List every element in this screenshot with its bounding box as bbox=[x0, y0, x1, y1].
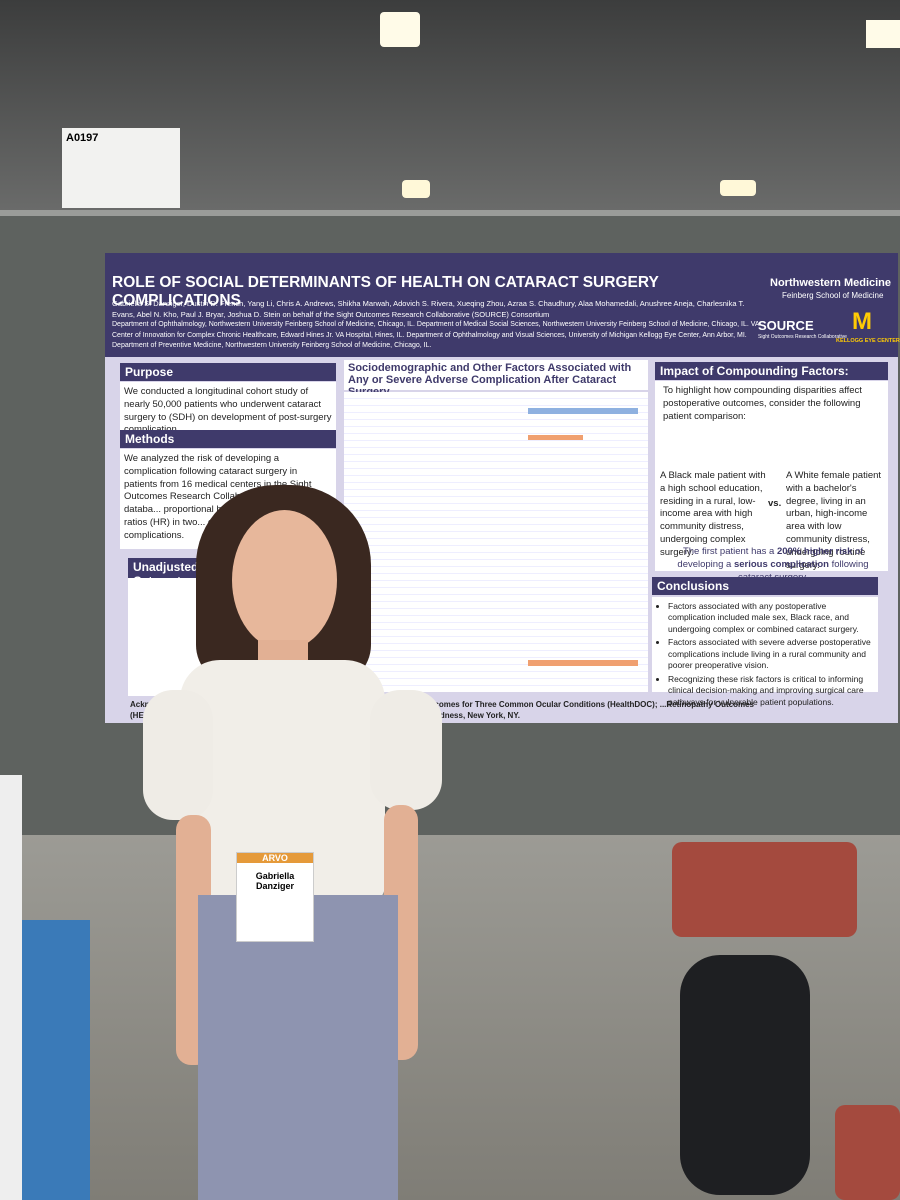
chair-seat bbox=[672, 842, 857, 937]
pants bbox=[198, 895, 398, 1200]
section-heading: Methods bbox=[120, 430, 336, 448]
section-box: To highlight how compounding disparities… bbox=[655, 381, 888, 571]
affiliations: Department of Ophthalmology, Northwester… bbox=[112, 321, 760, 349]
section-heading: Impact of Compounding Factors: bbox=[655, 362, 888, 380]
bag bbox=[20, 920, 90, 1200]
logo: Sight Outcomes Research Collaborative bbox=[758, 334, 847, 340]
section-text: To highlight how compounding disparities… bbox=[663, 385, 862, 422]
logo: M bbox=[852, 308, 872, 335]
authors: Gabriella S. Danziger, Dustin D. French,… bbox=[112, 299, 745, 320]
face bbox=[232, 510, 337, 650]
bullet: Factors associated with severe adverse p… bbox=[668, 637, 874, 671]
logo: KELLOGG EYE CENTER bbox=[836, 338, 900, 344]
light bbox=[402, 180, 430, 198]
highlight bbox=[528, 435, 583, 440]
text: serious complication bbox=[733, 558, 829, 570]
highlight bbox=[528, 660, 638, 666]
poster-title: ROLE OF SOCIAL DETERMINANTS OF HEALTH ON… bbox=[112, 274, 659, 309]
board-number: A0197 bbox=[62, 128, 180, 208]
text: of developing a bbox=[677, 546, 864, 570]
section-heading: Purpose bbox=[120, 363, 336, 381]
backpack bbox=[680, 955, 810, 1195]
light bbox=[866, 20, 900, 48]
badge-event: ARVO bbox=[237, 853, 313, 863]
badge-name: Gabriella Danziger bbox=[255, 871, 295, 891]
logo: SOURCE bbox=[758, 318, 814, 333]
versus: vs. bbox=[768, 498, 782, 509]
sleeve bbox=[143, 690, 213, 820]
poster-header bbox=[105, 253, 898, 357]
paper-roll bbox=[0, 775, 22, 1200]
highlight bbox=[528, 408, 638, 414]
bullet: Factors associated with any postoperativ… bbox=[668, 601, 874, 635]
chair-seat bbox=[835, 1105, 900, 1200]
logo: Northwestern Medicine bbox=[770, 277, 892, 289]
badge: ARVO Gabriella Danziger bbox=[236, 852, 314, 942]
table bbox=[344, 392, 648, 692]
table-title: Sociodemographic and Other Factors Assoc… bbox=[344, 360, 648, 398]
bullet: Recognizing these risk factors is critic… bbox=[668, 674, 874, 708]
logo: Feinberg School of Medicine bbox=[782, 291, 884, 300]
sleeve bbox=[370, 690, 442, 810]
patient-a: A Black male patient with a high school … bbox=[660, 470, 766, 558]
light bbox=[380, 12, 420, 47]
text: The first patient has a bbox=[682, 546, 777, 557]
patient-b: A White female patient with a bachelor's… bbox=[786, 470, 882, 571]
light bbox=[720, 180, 756, 196]
section-box: Factors associated with any postoperativ… bbox=[652, 597, 878, 707]
section-heading: Conclusions bbox=[652, 577, 878, 595]
text: 200% higher risk bbox=[776, 546, 853, 557]
